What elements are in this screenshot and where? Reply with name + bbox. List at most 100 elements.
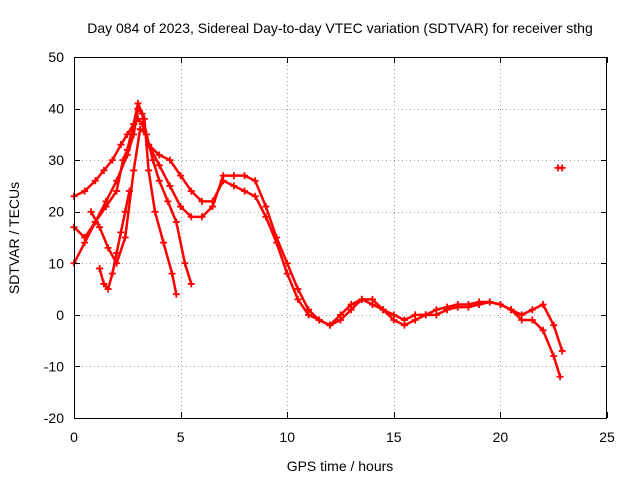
data-point bbox=[368, 295, 376, 303]
data-point bbox=[119, 156, 127, 164]
data-point bbox=[121, 208, 129, 216]
y-tick-label: 20 bbox=[48, 204, 64, 220]
data-point bbox=[155, 177, 163, 185]
data-point bbox=[411, 316, 419, 324]
data-point bbox=[187, 187, 195, 195]
data-point bbox=[113, 249, 121, 257]
data-point bbox=[166, 156, 174, 164]
data-point bbox=[142, 130, 150, 138]
data-point bbox=[550, 352, 558, 360]
data-point bbox=[518, 316, 526, 324]
y-tick-label: 10 bbox=[48, 255, 64, 271]
data-point bbox=[123, 130, 131, 138]
data-point bbox=[219, 172, 227, 180]
data-point bbox=[151, 208, 159, 216]
data-point bbox=[125, 187, 133, 195]
data-point bbox=[337, 311, 344, 319]
data-point bbox=[219, 177, 227, 185]
data-point bbox=[87, 208, 95, 216]
data-point bbox=[251, 192, 259, 200]
plot-frame bbox=[74, 57, 607, 419]
data-point bbox=[486, 298, 494, 306]
data-point bbox=[475, 301, 483, 309]
y-tick-label: 0 bbox=[56, 307, 64, 323]
data-point bbox=[432, 311, 440, 319]
data-point bbox=[187, 280, 195, 288]
data-point bbox=[100, 166, 108, 174]
data-point bbox=[539, 301, 547, 309]
data-point bbox=[496, 301, 504, 309]
series-arc-4 bbox=[87, 125, 195, 288]
y-axis-label: SDTVAR / TECUs bbox=[6, 182, 22, 294]
data-point bbox=[390, 316, 398, 324]
data-point bbox=[273, 234, 281, 241]
data-point bbox=[136, 125, 144, 133]
data-point bbox=[556, 373, 564, 381]
data-point bbox=[379, 306, 387, 314]
series-arc-2 bbox=[70, 105, 564, 381]
x-tick-label: 0 bbox=[70, 429, 78, 445]
data-point bbox=[294, 295, 302, 303]
data-point bbox=[273, 239, 281, 247]
data-point bbox=[241, 172, 249, 180]
data-point bbox=[550, 321, 558, 329]
data-point bbox=[81, 187, 89, 195]
data-point bbox=[123, 146, 131, 154]
data-point bbox=[528, 316, 536, 324]
data-point bbox=[443, 306, 451, 314]
grid bbox=[74, 57, 607, 418]
data-point bbox=[507, 306, 515, 314]
data-point bbox=[326, 321, 334, 329]
data-point bbox=[123, 151, 131, 159]
data-point bbox=[138, 120, 146, 128]
data-point bbox=[91, 218, 99, 226]
data-point bbox=[140, 115, 148, 123]
series-arc-5 bbox=[96, 187, 133, 293]
data-point bbox=[177, 172, 185, 180]
data-point bbox=[432, 306, 440, 314]
data-point bbox=[528, 306, 536, 314]
data-point bbox=[104, 244, 112, 252]
data-point bbox=[91, 177, 99, 185]
y-tick-label: 50 bbox=[48, 49, 64, 65]
data-point bbox=[121, 234, 129, 241]
data-point bbox=[108, 270, 116, 278]
data-point bbox=[130, 166, 138, 174]
x-tick-label: 25 bbox=[599, 429, 615, 445]
data-point bbox=[241, 187, 249, 195]
data-point bbox=[102, 203, 110, 211]
data-point bbox=[177, 203, 185, 211]
x-tick-label: 20 bbox=[493, 429, 509, 445]
data-point bbox=[283, 259, 291, 267]
data-point bbox=[422, 311, 430, 319]
data-point bbox=[155, 151, 163, 159]
y-tick-label: -20 bbox=[44, 410, 64, 426]
y-tick-label: 40 bbox=[48, 101, 64, 117]
data-point bbox=[113, 259, 121, 267]
series-arc-6 bbox=[554, 164, 566, 172]
data-point bbox=[113, 177, 121, 185]
data-point bbox=[102, 197, 110, 205]
data-point bbox=[400, 321, 408, 329]
data-point bbox=[305, 306, 313, 314]
y-tick-label: 30 bbox=[48, 152, 64, 168]
data-point bbox=[81, 239, 89, 247]
data-point bbox=[104, 285, 112, 293]
data-point bbox=[400, 316, 408, 324]
data-point bbox=[145, 166, 153, 174]
data-point bbox=[209, 197, 217, 205]
data-point bbox=[160, 239, 168, 247]
data-point bbox=[262, 203, 270, 211]
data-point bbox=[181, 259, 189, 267]
data-point bbox=[172, 290, 180, 298]
x-tick-label: 15 bbox=[386, 429, 402, 445]
data-point bbox=[558, 347, 566, 355]
data-point bbox=[251, 177, 259, 185]
x-tick-label: 10 bbox=[279, 429, 295, 445]
data-point bbox=[198, 197, 206, 205]
data-point bbox=[558, 164, 566, 172]
data-point bbox=[117, 228, 125, 236]
data-point bbox=[117, 141, 125, 149]
data-point bbox=[155, 161, 163, 169]
